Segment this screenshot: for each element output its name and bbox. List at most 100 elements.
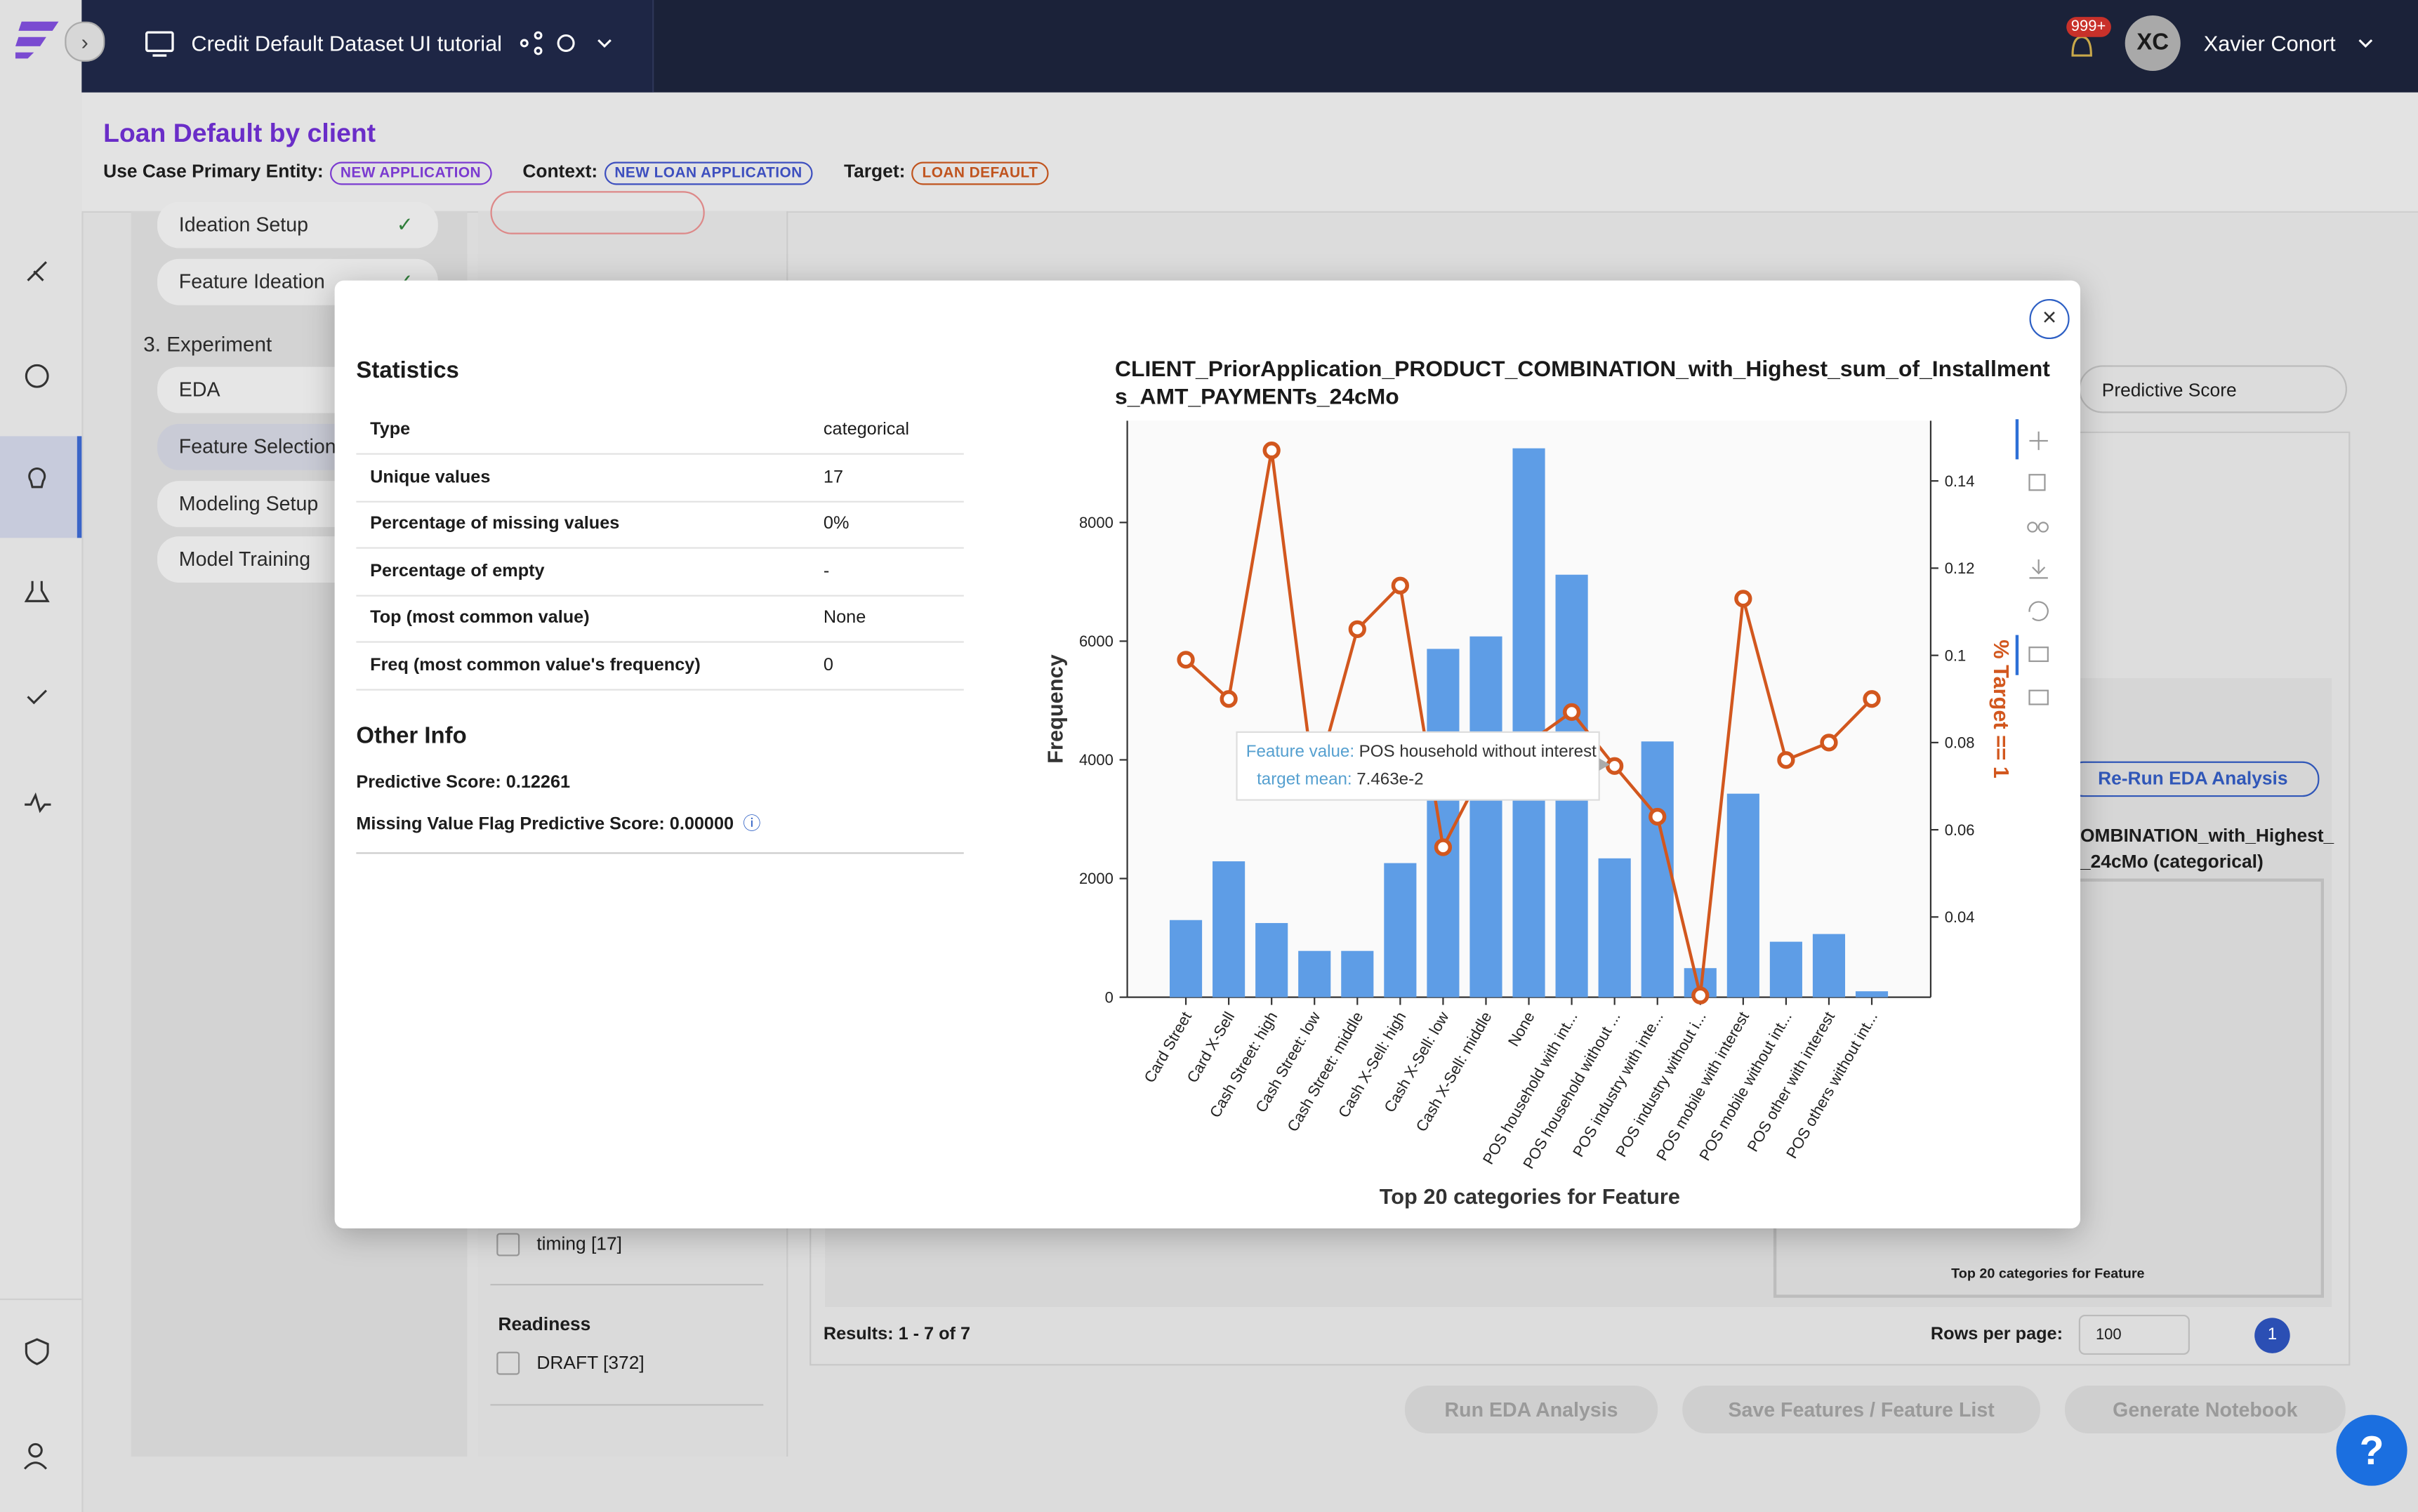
nav-icon[interactable] (28, 1443, 43, 1458)
predictive-score: Predictive Score: 0.12261 (356, 774, 571, 793)
clone-button[interactable] (490, 191, 705, 234)
menu-chevron[interactable] (597, 39, 612, 48)
line-point (1606, 757, 1624, 775)
reset-tool[interactable] (2028, 601, 2049, 621)
nav-icon[interactable] (27, 689, 47, 705)
y2-tick-label: 0.12 (1945, 559, 1975, 577)
y-tick-label: 8000 (1079, 514, 1114, 531)
nav-icon[interactable] (25, 1338, 49, 1365)
target-badge: LOAN DEFAULT (911, 161, 1049, 185)
nav-rail (0, 0, 84, 1512)
stat-name: Top (most common value) (370, 609, 590, 628)
divider (490, 1284, 764, 1286)
expand-button[interactable]: › (65, 21, 105, 62)
hover-tool[interactable] (2028, 646, 2049, 663)
line-point (1177, 651, 1195, 669)
nav-icon[interactable] (25, 364, 49, 388)
checkbox[interactable] (496, 1351, 520, 1375)
avatar[interactable] (2125, 15, 2181, 72)
line-point (1434, 838, 1453, 856)
step-label: Ideation Setup (178, 213, 308, 236)
y2-tick-label: 0.1 (1945, 646, 1967, 664)
nav-icon[interactable] (23, 1461, 48, 1470)
sort-select[interactable]: Predictive Score (2078, 365, 2347, 413)
action-button[interactable]: Save Features / Feature List (1682, 1385, 2040, 1434)
y2-tick-label: 0.08 (1945, 734, 1975, 752)
toggle-tool[interactable] (2027, 522, 2038, 533)
nav-icon[interactable] (25, 792, 51, 814)
close-button[interactable]: × (2029, 298, 2070, 340)
use-case-title: Loan Default by client (103, 119, 376, 148)
feature-title-part: _24cMo (categorical) (2080, 851, 2264, 873)
page-button[interactable]: 1 (2254, 1318, 2290, 1353)
download-tool[interactable] (2029, 559, 2048, 579)
bar (1641, 741, 1674, 997)
y2-axis-label: % Target == 1 (1989, 639, 2014, 778)
user-name[interactable]: Xavier Conort (2203, 30, 2336, 56)
filter-option: DRAFT [372] (536, 1351, 645, 1374)
rerun-button[interactable]: Re-Run EDA Analysis (2066, 761, 2320, 797)
nav-icon[interactable] (28, 467, 46, 489)
active-marker (77, 436, 82, 538)
info-icon[interactable]: ⓘ (743, 815, 761, 834)
y2-tick-label: 0.04 (1945, 908, 1975, 926)
help-button[interactable]: ? (2336, 1414, 2407, 1486)
y-tick-label: 6000 (1079, 632, 1114, 650)
action-button[interactable]: Run EDA Analysis (1404, 1385, 1658, 1434)
line-point (1691, 986, 1710, 1004)
share-icon[interactable] (520, 39, 529, 48)
stat-value: 0% (823, 515, 850, 534)
hover-tool[interactable] (2028, 689, 2049, 705)
zoom-tool[interactable] (2028, 474, 2046, 491)
tooltip-key: target mean: (1257, 770, 1352, 789)
notification-count[interactable]: 999+ (2066, 17, 2110, 37)
bar (1769, 941, 1802, 997)
filter-option: timing [17] (536, 1233, 622, 1255)
stat-name: Unique values (370, 467, 491, 486)
topbar-icons (145, 15, 2373, 72)
step-label: Feature Ideation (178, 270, 325, 293)
line-point (1863, 690, 1881, 708)
checkbox[interactable] (496, 1233, 520, 1256)
line-point (1391, 576, 1409, 595)
stat-name: Type (370, 420, 411, 439)
stat-value: - (823, 562, 830, 581)
user-chevron[interactable] (2358, 39, 2373, 48)
rows-select[interactable]: 100 (2078, 1314, 2190, 1355)
y-tick-label: 4000 (1079, 751, 1114, 769)
y2-tick-label: 0.06 (1945, 821, 1975, 839)
nav-icon[interactable] (24, 581, 50, 602)
line-point (1734, 590, 1752, 608)
settings-icon[interactable] (557, 34, 575, 52)
y2-tick-label: 0.14 (1945, 472, 1975, 490)
logo[interactable] (15, 21, 59, 59)
nav-icon[interactable] (27, 261, 47, 281)
missing-flag-score: Missing Value Flag Predictive Score: 0.0… (356, 811, 760, 835)
stat-value: categorical (823, 420, 910, 439)
chart-title: CLIENT_PriorApplication_PRODUCT_COMBINAT… (1115, 357, 2050, 411)
missing-flag-text: Missing Value Flag Predictive Score: 0.0… (356, 815, 734, 834)
feature-title-part: OMBINATION_with_Highest_ (2080, 824, 2334, 847)
line-point (1649, 807, 1667, 826)
line-point (1348, 620, 1366, 638)
bell-icon[interactable] (2071, 36, 2092, 57)
section-title: Other Info (356, 722, 467, 750)
section-label: 3. Experiment (143, 333, 272, 357)
line-point (1262, 442, 1281, 460)
statistics-row: Percentage of missing values 0% (356, 501, 964, 550)
bar (1341, 950, 1374, 997)
bar (1469, 636, 1502, 997)
y-tick-label: 2000 (1079, 870, 1114, 887)
y-axis-label: Frequency (1043, 654, 1067, 763)
x-tick-label: Cash Street: middle (1283, 1009, 1366, 1134)
bar (1213, 861, 1246, 997)
tooltip-value: POS household without interest (1359, 742, 1597, 761)
pan-tool[interactable] (2029, 431, 2048, 451)
tooltip-line: Feature value: POS household without inte… (1246, 742, 1597, 761)
action-button[interactable]: Generate Notebook (2065, 1385, 2346, 1434)
step[interactable]: Ideation Setup ✓ (157, 201, 438, 248)
bar (1726, 793, 1759, 997)
line-point (1562, 703, 1581, 722)
